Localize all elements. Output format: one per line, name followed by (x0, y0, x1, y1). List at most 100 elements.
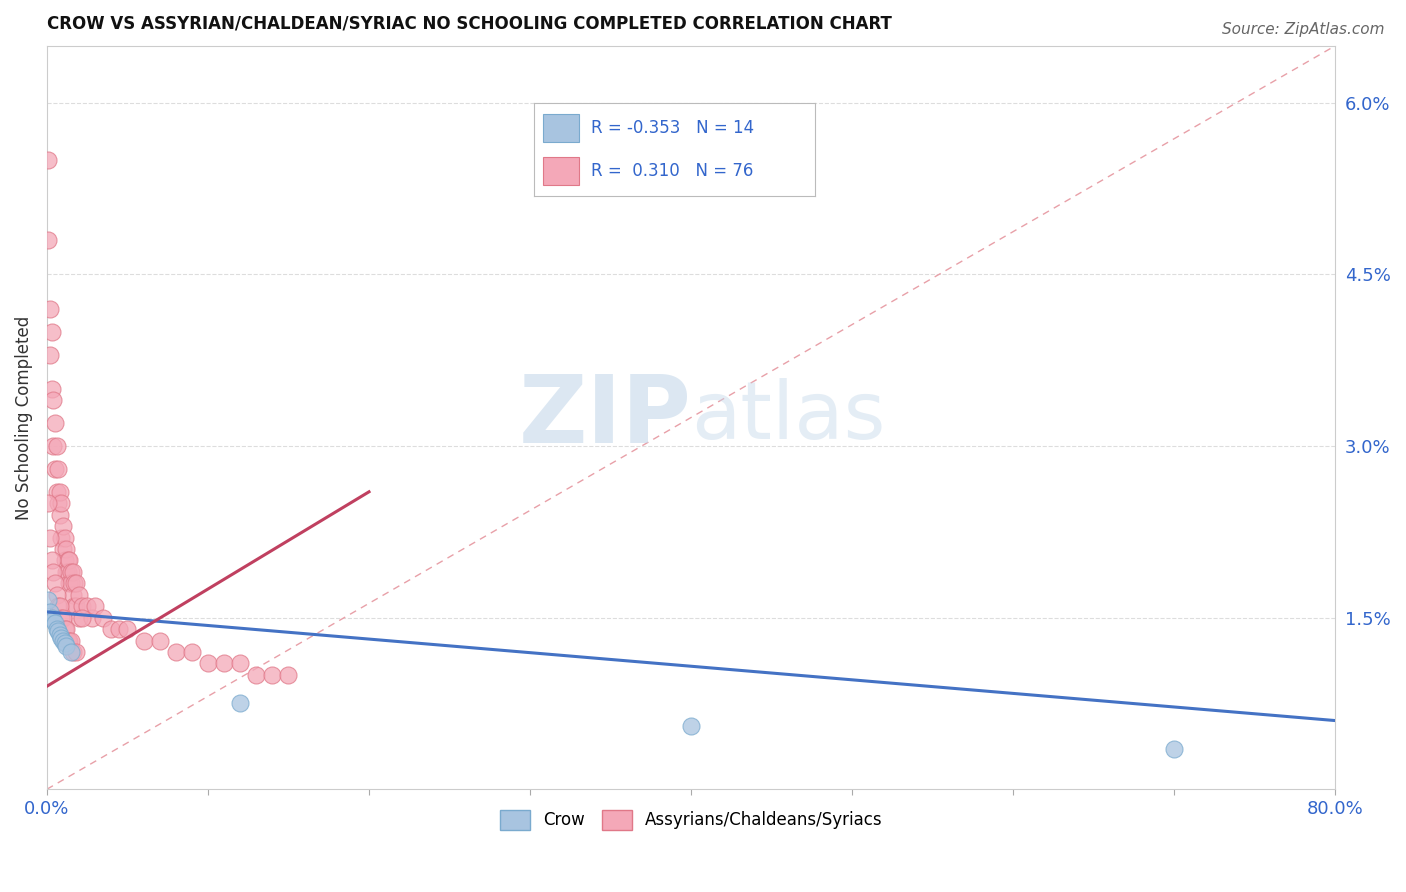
Point (49, 599, 72, 614)
Point (62, 588, 84, 602)
Point (58, 576, 80, 591)
Point (55, 565, 77, 579)
Point (52, 541, 75, 556)
Point (100, 622, 122, 636)
Point (681, 719, 703, 733)
Text: R = -0.353   N = 14: R = -0.353 N = 14 (591, 119, 754, 136)
Point (63, 599, 86, 614)
Point (55, 622, 77, 636)
Point (56, 553, 79, 567)
Point (62, 645, 84, 659)
Point (45, 484, 67, 499)
Point (52, 610, 75, 624)
Point (51, 531, 73, 545)
Point (72, 610, 94, 624)
Point (72, 599, 94, 614)
Point (60, 576, 83, 591)
Point (51, 631, 73, 645)
Point (51, 610, 73, 624)
Point (80, 610, 103, 624)
Point (60, 645, 83, 659)
Point (1163, 742, 1185, 756)
Text: ZIP: ZIP (519, 371, 692, 464)
Point (52, 519, 75, 533)
Point (117, 622, 139, 636)
Point (42, 613, 65, 627)
Point (49, 508, 72, 522)
Point (53, 636, 76, 650)
Y-axis label: No Schooling Completed: No Schooling Completed (15, 315, 32, 519)
Point (51, 496, 73, 510)
Point (44, 462, 66, 476)
Point (65, 645, 87, 659)
Point (41, 325, 63, 339)
Point (45, 588, 67, 602)
Point (39, 301, 62, 316)
Point (63, 576, 86, 591)
Point (212, 657, 235, 671)
Point (41, 610, 63, 624)
Point (49, 484, 72, 499)
Point (52, 633, 75, 648)
Point (46, 624, 69, 639)
Point (149, 633, 172, 648)
Bar (543, 157, 579, 185)
Point (56, 565, 79, 579)
Point (56, 633, 79, 648)
Point (229, 697, 252, 711)
Point (60, 633, 83, 648)
Point (42, 439, 65, 453)
Point (53, 531, 76, 545)
Text: R =  0.310   N = 76: R = 0.310 N = 76 (591, 162, 752, 180)
Point (44, 616, 66, 631)
Point (39, 605, 62, 619)
Point (53, 553, 76, 567)
Point (229, 657, 252, 671)
Point (42, 565, 65, 579)
Point (46, 496, 69, 510)
Point (37, 233, 59, 247)
Point (37, 153, 59, 167)
Point (245, 668, 267, 682)
Point (84, 599, 107, 614)
Bar (543, 114, 579, 142)
Point (39, 347, 62, 361)
Point (62, 565, 84, 579)
Point (45, 622, 67, 636)
Point (44, 576, 66, 591)
Point (44, 416, 66, 430)
Point (108, 622, 131, 636)
Point (46, 462, 69, 476)
Point (65, 576, 87, 591)
Point (132, 633, 155, 648)
Point (65, 599, 87, 614)
Point (55, 541, 77, 556)
Point (58, 633, 80, 648)
Point (49, 628, 72, 642)
Point (277, 668, 299, 682)
Point (53, 622, 76, 636)
Point (41, 382, 63, 396)
Point (55, 639, 77, 653)
Point (76, 599, 98, 614)
Point (45, 439, 67, 453)
Point (37, 496, 59, 510)
Point (262, 668, 284, 682)
Point (46, 599, 69, 614)
Point (60, 565, 83, 579)
Text: atlas: atlas (692, 378, 886, 457)
Point (58, 553, 80, 567)
Point (67, 588, 90, 602)
Point (165, 645, 187, 659)
Point (37, 593, 59, 607)
Text: Source: ZipAtlas.com: Source: ZipAtlas.com (1222, 22, 1385, 37)
Point (42, 393, 65, 408)
Legend: Crow, Assyrians/Chaldeans/Syriacs: Crow, Assyrians/Chaldeans/Syriacs (494, 803, 889, 837)
Point (180, 645, 202, 659)
Point (67, 610, 90, 624)
Text: CROW VS ASSYRIAN/CHALDEAN/SYRIAC NO SCHOOLING COMPLETED CORRELATION CHART: CROW VS ASSYRIAN/CHALDEAN/SYRIAC NO SCHO… (46, 15, 891, 33)
Point (91, 610, 114, 624)
Point (39, 531, 62, 545)
Point (197, 657, 219, 671)
Point (41, 553, 63, 567)
